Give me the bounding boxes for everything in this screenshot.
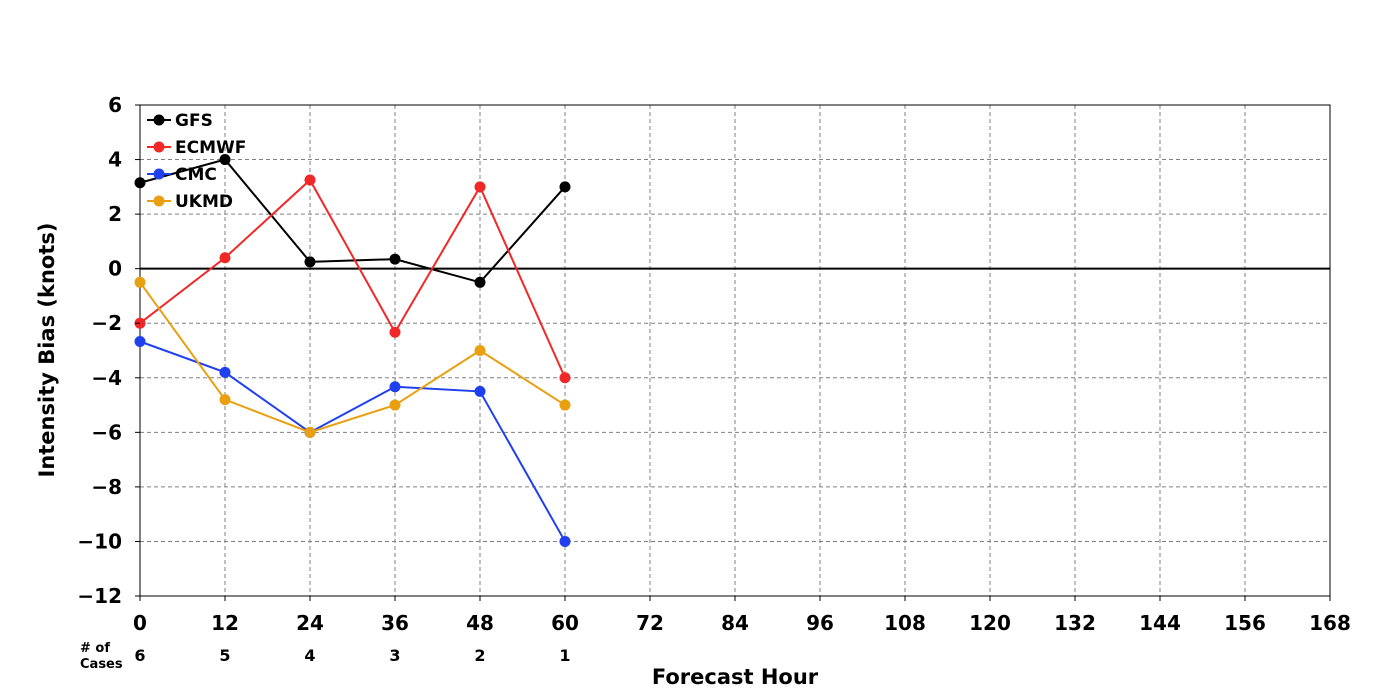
ecmwf-point (304, 174, 316, 186)
y-axis-label: Intensity Bias (knots) (35, 223, 59, 478)
x-tick-label: 120 (969, 611, 1011, 635)
x-tick-label: 12 (211, 611, 239, 635)
ukmd-point (134, 276, 146, 288)
legend-item-gfs: GFS (147, 111, 213, 131)
legend-label: ECMWF (175, 138, 246, 158)
x-tick-label: 84 (721, 611, 749, 635)
y-tick-label: −8 (91, 475, 122, 499)
cases-header-line-2: Cases (80, 657, 123, 672)
legend-label: CMC (175, 165, 217, 185)
cmc-point (389, 381, 401, 393)
legend-swatch-marker (153, 195, 165, 207)
gfs-point (304, 256, 316, 268)
ecmwf-point (219, 252, 231, 264)
x-tick-label: 60 (551, 611, 579, 635)
cases-count: 3 (389, 646, 400, 665)
ecmwf-point (559, 372, 571, 384)
y-tick-label: −4 (91, 366, 122, 390)
y-tick-label: 6 (108, 93, 122, 117)
legend-swatch-marker (153, 168, 165, 180)
x-tick-label: 156 (1224, 611, 1266, 635)
x-tick-label: 24 (296, 611, 324, 635)
x-tick-label: 108 (884, 611, 926, 635)
gfs-point (474, 276, 486, 288)
ukmd-point (304, 426, 316, 438)
legend-item-ukmd: UKMD (147, 192, 233, 212)
y-tick-label: −6 (91, 420, 122, 444)
y-tick-label: 2 (108, 202, 122, 226)
cases-count: 2 (474, 646, 485, 665)
gfs-point (134, 177, 146, 189)
cmc-point (134, 335, 146, 347)
x-tick-label: 72 (636, 611, 664, 635)
series-ecmwf (134, 174, 571, 384)
cmc-point (474, 385, 486, 397)
cmc-point (219, 366, 231, 378)
gfs-point (559, 181, 571, 193)
series-cmc (134, 335, 571, 547)
x-tick-label: 168 (1309, 611, 1351, 635)
legend-label: GFS (175, 111, 213, 131)
x-axis-label: Forecast Hour (652, 665, 819, 689)
y-tick-label: −10 (77, 529, 122, 553)
legend: GFS ECMWF CMC UKMD (147, 111, 246, 212)
legend-item-cmc: CMC (147, 165, 217, 185)
ukmd-point (219, 394, 231, 406)
grid-lines (140, 105, 1330, 596)
gfs-line (139, 158, 566, 284)
gfs-point (389, 253, 401, 265)
cmc-line (139, 340, 566, 542)
y-tick-label: 0 (108, 257, 122, 281)
legend-item-ecmwf: ECMWF (147, 138, 246, 158)
ukmd-line (139, 281, 566, 434)
ukmd-point (474, 345, 486, 356)
ecmwf-point (389, 326, 401, 338)
y-axis-ticks: 6 4 2 0 −2 −4 −6 −8 −10 −12 (77, 93, 140, 608)
x-tick-label: 132 (1054, 611, 1096, 635)
x-tick-label: 144 (1139, 611, 1181, 635)
cases-count: 6 (134, 646, 145, 665)
series-gfs (134, 154, 571, 288)
legend-swatch-marker (153, 141, 165, 153)
legend-swatch-marker (153, 114, 165, 126)
ecmwf-line (139, 178, 566, 379)
cases-count: 4 (304, 646, 315, 665)
x-tick-label: 36 (381, 611, 409, 635)
y-tick-label: 4 (108, 148, 122, 172)
series-ukmd (134, 276, 571, 438)
x-axis-ticks: 0 12 24 36 48 60 72 84 96 108 120 132 144 156 168 (133, 596, 1351, 635)
cases-count: 1 (559, 646, 570, 665)
cases-row: # of Cases 6 5 4 3 2 1 (80, 641, 571, 672)
x-tick-label: 48 (466, 611, 494, 635)
data-series (134, 154, 571, 547)
ecmwf-point (474, 181, 486, 193)
y-tick-label: −2 (91, 311, 122, 335)
cases-count: 5 (219, 646, 230, 665)
x-tick-label: 0 (133, 611, 147, 635)
cmc-point (559, 535, 571, 547)
gfs-point (219, 154, 231, 166)
x-tick-label: 96 (806, 611, 834, 635)
ukmd-point (559, 399, 571, 411)
legend-label: UKMD (175, 192, 233, 212)
ukmd-point (389, 399, 401, 411)
cases-header-line-1: # of (80, 641, 110, 656)
y-tick-label: −12 (77, 584, 122, 608)
